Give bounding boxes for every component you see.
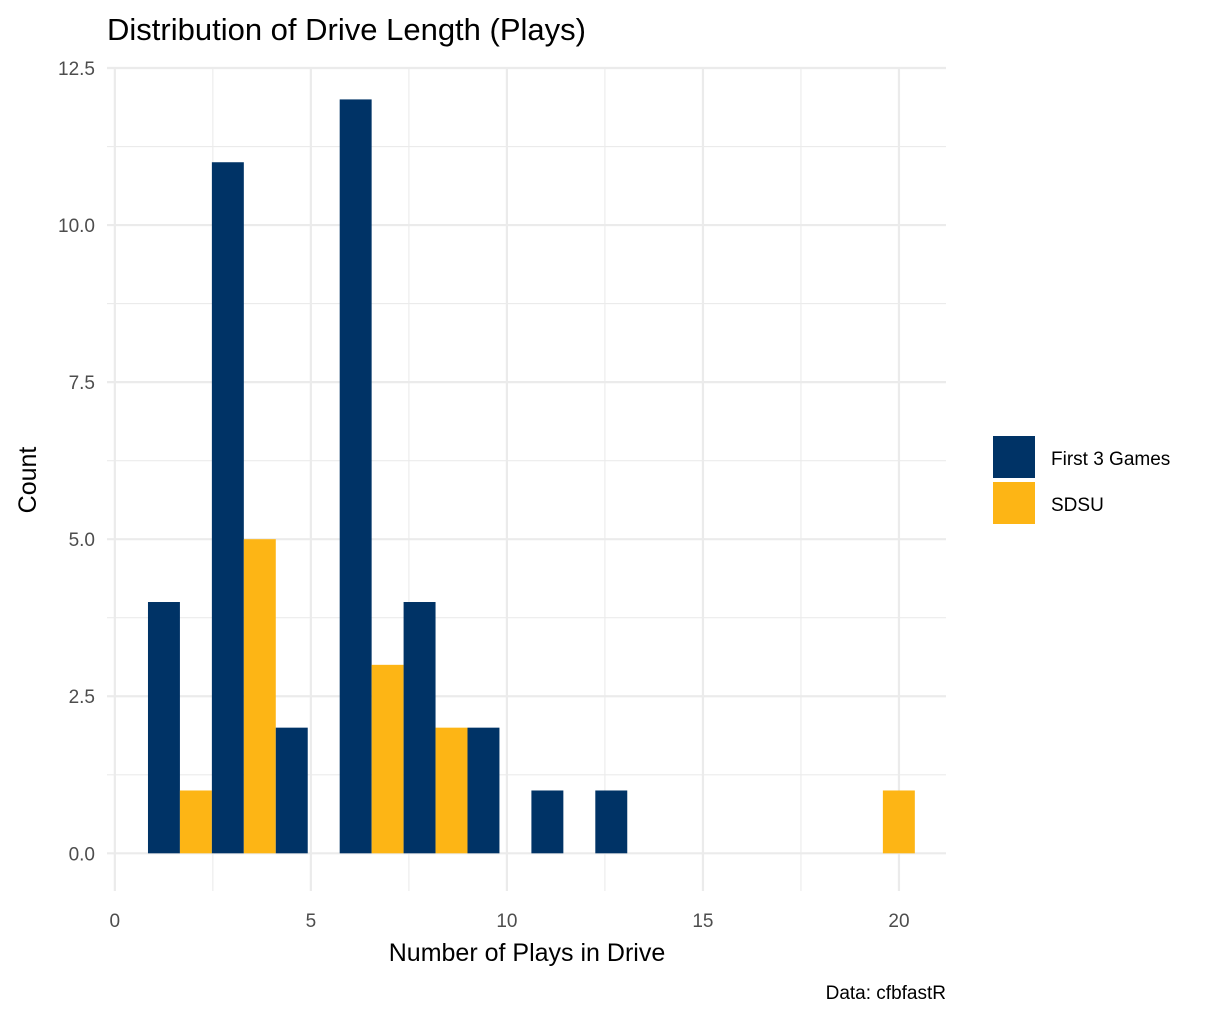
bar-first-3-games-4 [403,602,436,854]
bar-first-3-games-1 [211,162,244,854]
legend-swatch-sdsu [993,482,1035,524]
y-axis-title: Count [14,447,42,514]
x-tick-label: 20 [888,911,909,932]
x-tick-label: 10 [496,911,517,932]
bar-first-3-games-7 [595,790,628,854]
y-tick-label: 5.0 [69,530,95,551]
y-tick-label: 12.5 [58,59,95,80]
legend-label-first-3-games: First 3 Games [1051,449,1170,470]
caption: Data: cfbfastR [826,983,946,1004]
bar-first-3-games-6 [531,790,564,854]
x-tick-label: 15 [692,911,713,932]
x-axis-ticks: 0 5 10 15 20 [110,911,910,932]
bar-sdsu-3 [371,664,404,854]
bar-first-3-games-5 [467,727,500,854]
y-tick-label: 10.0 [58,216,95,237]
legend-label-sdsu: SDSU [1051,495,1104,516]
y-tick-label: 7.5 [69,373,95,394]
x-axis-title: Number of Plays in Drive [389,939,665,967]
bar-sdsu-11 [882,790,915,854]
y-tick-label: 2.5 [69,687,95,708]
y-axis-ticks: 0.0 2.5 5.0 7.5 10.0 12.5 [58,59,95,865]
bar-sdsu-0 [179,790,212,854]
bar-first-3-games-2 [275,727,308,854]
x-tick-label: 5 [306,911,317,932]
bar-sdsu-1 [243,539,276,854]
y-tick-label: 0.0 [69,844,95,865]
bars [147,99,915,854]
bar-first-3-games-3 [339,99,372,854]
legend: First 3 Games SDSU [993,436,1170,524]
bar-sdsu-4 [435,727,468,854]
bar-first-3-games-0 [147,602,180,854]
chart-title: Distribution of Drive Length (Plays) [107,12,586,47]
legend-swatch-first-3-games [993,436,1035,478]
x-tick-label: 0 [110,911,121,932]
